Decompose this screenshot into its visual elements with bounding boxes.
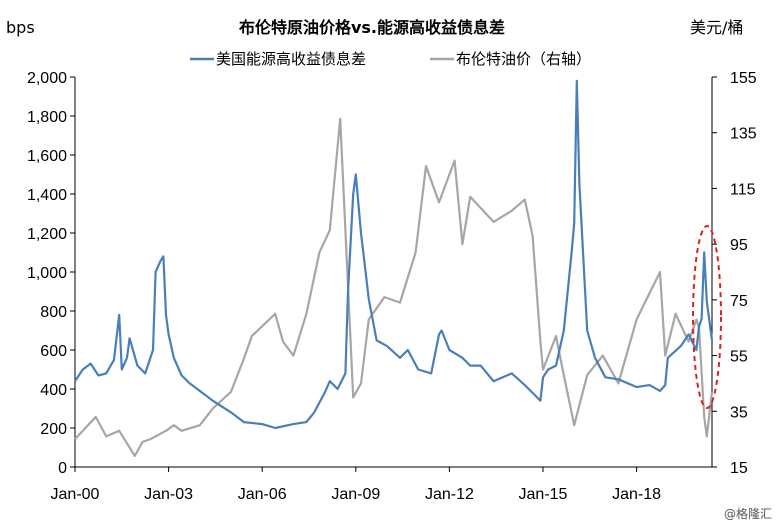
x-tick-label: Jan-00 xyxy=(51,486,100,503)
x-tick-label: Jan-03 xyxy=(144,486,193,503)
series-line-brent xyxy=(74,117,714,457)
x-tick-label: Jan-12 xyxy=(425,486,474,503)
axes: 0 200 400 600 800 1,000 1,200 1,400 1,600 1,800 2,… xyxy=(27,70,757,503)
x-tick-label: Jan-09 xyxy=(331,486,380,503)
series-layer xyxy=(74,79,714,457)
x-tick-label: Jan-18 xyxy=(612,486,661,503)
left-tick-label: 1,200 xyxy=(27,226,67,243)
left-tick-label: 600 xyxy=(40,343,67,360)
left-tick-label: 800 xyxy=(40,304,67,321)
right-tick-label: 15 xyxy=(730,460,748,477)
left-tick-label: 0 xyxy=(58,460,67,477)
right-tick-label: 55 xyxy=(730,349,748,366)
left-tick-label: 1,600 xyxy=(27,148,67,165)
right-tick-label: 155 xyxy=(730,70,757,87)
highlight-ellipse xyxy=(692,225,722,409)
watermark: @格隆汇 xyxy=(724,506,772,521)
legend-label-spread: 美国能源高收益债息差 xyxy=(216,50,366,68)
right-tick-label: 95 xyxy=(730,237,748,254)
left-tick-label: 2,000 xyxy=(27,70,67,87)
right-axis-unit: 美元/桶 xyxy=(690,18,743,37)
series-line-spread xyxy=(74,79,714,430)
legend: 美国能源高收益债息差 布伦特油价（右轴） xyxy=(190,50,591,68)
left-tick-label: 1,400 xyxy=(27,187,67,204)
left-tick-label: 1,800 xyxy=(27,109,67,126)
left-tick-label: 400 xyxy=(40,382,67,399)
left-axis-unit: bps xyxy=(6,18,35,37)
right-tick-label: 35 xyxy=(730,404,748,421)
right-tick-label: 75 xyxy=(730,293,748,310)
right-tick-label: 135 xyxy=(730,126,757,143)
left-tick-label: 200 xyxy=(40,421,67,438)
legend-label-brent: 布伦特油价（右轴） xyxy=(456,50,591,68)
left-tick-label: 1,000 xyxy=(27,265,67,282)
x-tick-label: Jan-06 xyxy=(238,486,287,503)
x-tick-label: Jan-15 xyxy=(519,486,568,503)
right-tick-label: 115 xyxy=(730,181,756,198)
chart-title: 布伦特原油价格vs.能源高收益债息差 xyxy=(239,18,505,37)
